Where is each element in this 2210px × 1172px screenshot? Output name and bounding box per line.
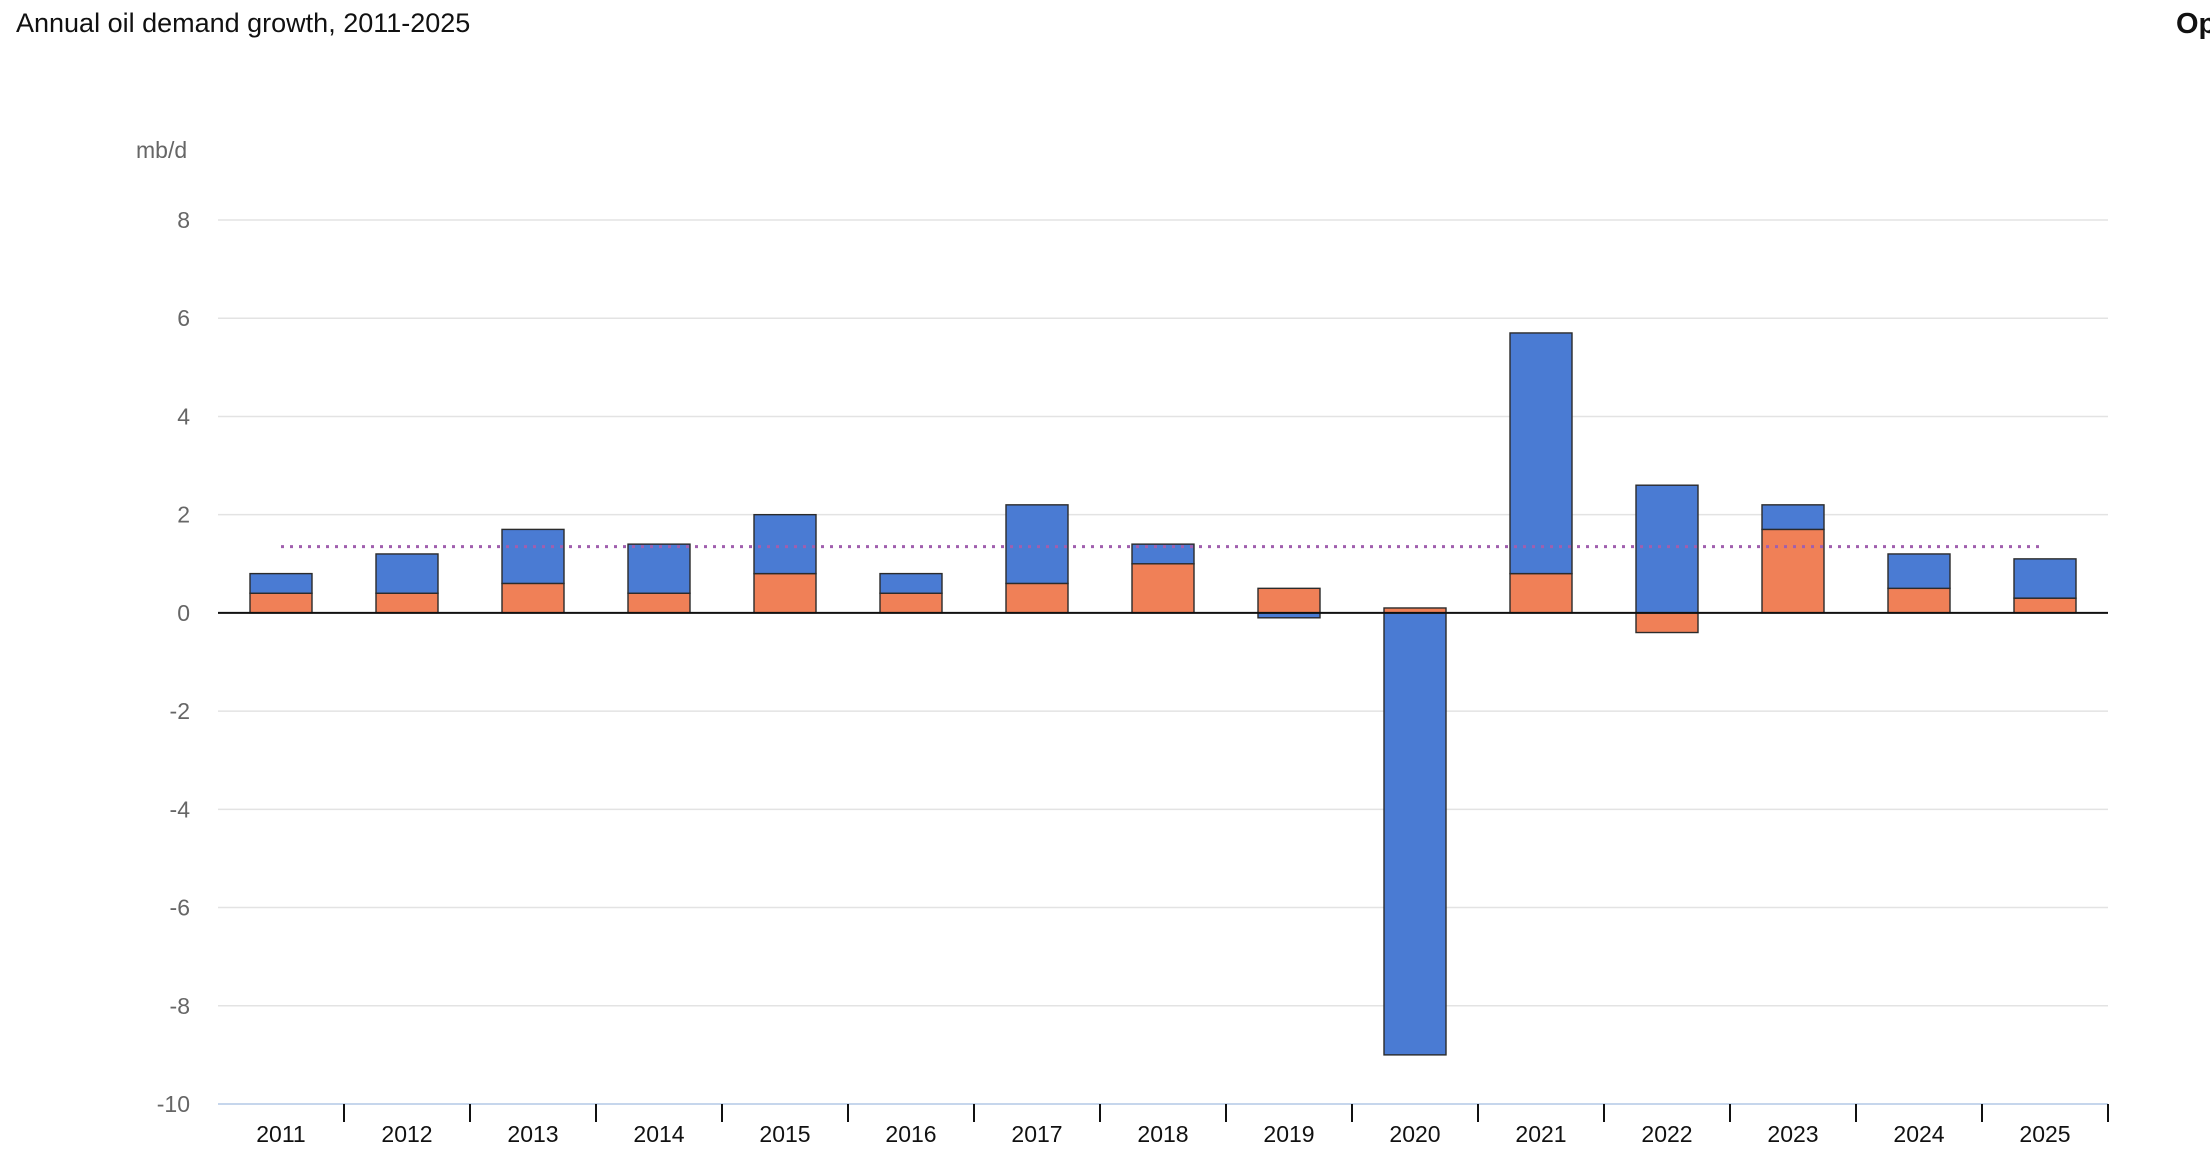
bar-segment xyxy=(627,592,691,614)
bar-segment xyxy=(2013,597,2077,614)
bar-segment xyxy=(1761,504,1825,531)
bar-segment xyxy=(879,572,943,594)
x-tick-label: 2012 xyxy=(381,1121,432,1147)
bar-segment xyxy=(1635,612,1699,634)
bar-segment xyxy=(879,592,943,614)
y-tick-label: 4 xyxy=(177,403,190,429)
bar-segment xyxy=(501,528,565,585)
bar-segment xyxy=(1131,563,1195,614)
bar-segment xyxy=(753,572,817,614)
bar-segment xyxy=(1761,528,1825,614)
header-right-label: Op xyxy=(2176,8,2210,40)
y-tick-label: -10 xyxy=(157,1091,190,1117)
bar-segment xyxy=(1635,484,1699,614)
bar-segment xyxy=(1383,612,1447,1056)
x-tick-label: 2017 xyxy=(1011,1121,1062,1147)
x-tick-label: 2024 xyxy=(1893,1121,1944,1147)
x-tick-label: 2022 xyxy=(1641,1121,1692,1147)
x-tick-label: 2015 xyxy=(759,1121,810,1147)
bar-segment xyxy=(627,543,691,594)
y-tick-label: -4 xyxy=(170,796,191,822)
bar-segment xyxy=(1257,587,1321,614)
bar-segment xyxy=(1131,543,1195,565)
x-tick-label: 2018 xyxy=(1137,1121,1188,1147)
y-tick-label: -6 xyxy=(170,895,190,921)
bar-segment xyxy=(2013,558,2077,599)
y-tick-label: 2 xyxy=(177,502,190,528)
y-tick-label: 0 xyxy=(177,600,190,626)
y-tick-label: -8 xyxy=(170,993,190,1019)
chart-title: Annual oil demand growth, 2011-2025 xyxy=(16,8,471,38)
y-tick-label: 6 xyxy=(177,305,190,331)
y-tick-label: 8 xyxy=(177,207,190,233)
bar-segment xyxy=(249,592,313,614)
x-tick-label: 2014 xyxy=(633,1121,684,1147)
x-tick-label: 2021 xyxy=(1515,1121,1566,1147)
bar-segment xyxy=(1887,587,1951,614)
x-tick-label: 2016 xyxy=(885,1121,936,1147)
bar-segment xyxy=(753,513,817,575)
x-tick-label: 2023 xyxy=(1767,1121,1818,1147)
x-tick-label: 2025 xyxy=(2019,1121,2070,1147)
bar-segment xyxy=(1509,332,1573,575)
x-tick-label: 2019 xyxy=(1263,1121,1314,1147)
bar-segment xyxy=(501,582,565,614)
bar-segment xyxy=(1509,572,1573,614)
x-tick-label: 2011 xyxy=(256,1121,305,1147)
bar-segment xyxy=(375,592,439,614)
y-tick-label: -2 xyxy=(170,698,190,724)
x-tick-label: 2013 xyxy=(507,1121,558,1147)
bar-segment xyxy=(249,572,313,594)
bar-segment xyxy=(375,553,439,594)
bar-segment xyxy=(1887,553,1951,590)
y-axis-unit-label: mb/d xyxy=(136,137,188,163)
x-tick-label: 2020 xyxy=(1389,1121,1440,1147)
bar-segment xyxy=(1005,582,1069,614)
bar-segment xyxy=(1005,504,1069,585)
